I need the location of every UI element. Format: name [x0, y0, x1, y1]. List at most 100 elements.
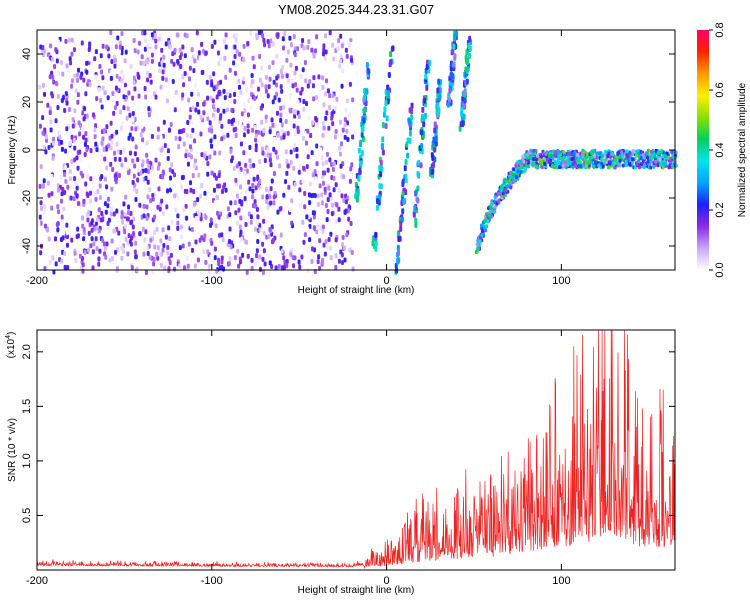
heatmap-cell	[321, 224, 325, 230]
heatmap-cell	[321, 180, 325, 186]
heatmap-cell	[62, 206, 66, 212]
heatmap-cell	[267, 34, 271, 40]
heatmap-cell	[206, 171, 210, 177]
heatmap-cell	[335, 96, 339, 102]
heatmap-cell	[449, 72, 453, 79]
heatmap-cell	[46, 180, 50, 186]
heatmap-cell	[136, 167, 140, 173]
heatmap-cell	[299, 74, 303, 80]
heatmap-cell	[264, 88, 268, 94]
heatmap-cell	[67, 107, 71, 113]
y-tick-label: 2.0	[21, 344, 33, 359]
heatmap-cell	[215, 268, 219, 274]
snr-series-line	[36, 329, 676, 570]
heatmap-cell	[219, 56, 223, 62]
heatmap-cell	[318, 183, 322, 189]
heatmap-cell	[331, 261, 335, 267]
heatmap-cell	[190, 91, 194, 97]
heatmap-cell	[326, 167, 330, 173]
heatmap-cell	[126, 216, 130, 222]
heatmap-cell	[51, 155, 55, 161]
heatmap-cell	[250, 79, 254, 85]
heatmap-cell	[265, 199, 269, 205]
heatmap-cell	[146, 70, 150, 76]
heatmap-cell	[334, 218, 338, 224]
heatmap-cell	[256, 129, 260, 135]
heatmap-cell	[60, 97, 64, 103]
heatmap-cell	[310, 246, 314, 252]
heatmap-cell	[258, 159, 262, 165]
heatmap-cell	[274, 149, 278, 155]
heatmap-cell	[311, 83, 315, 89]
heatmap-cell	[251, 127, 255, 133]
x-tick-label: -100	[201, 575, 223, 587]
heatmap-cell	[266, 152, 270, 158]
heatmap-cell	[89, 198, 93, 204]
heatmap-cell	[145, 245, 149, 251]
heatmap-cell	[237, 78, 241, 84]
heatmap-cell	[274, 265, 278, 271]
heatmap-cell	[294, 131, 298, 137]
snr-x-label: Height of straight line (km)	[298, 585, 415, 596]
heatmap-cell	[290, 78, 294, 84]
heatmap-cell	[331, 42, 335, 48]
heatmap-cell	[133, 249, 137, 255]
heatmap-cell	[113, 39, 117, 45]
heatmap-cell	[260, 82, 264, 88]
heatmap-cell	[189, 133, 193, 139]
x-tick-label: 100	[552, 275, 570, 287]
heatmap-cell	[349, 221, 353, 227]
heatmap-cell	[323, 251, 327, 257]
heatmap-cell	[178, 47, 182, 53]
heatmap-cell	[337, 258, 341, 264]
heatmap-cell	[113, 58, 117, 64]
heatmap-cell	[173, 107, 177, 113]
heatmap-cell	[196, 257, 200, 263]
heatmap-cell	[210, 170, 214, 176]
heatmap-cell	[157, 161, 161, 167]
heatmap-cell	[379, 171, 383, 178]
heatmap-cell	[514, 175, 518, 180]
heatmap-cell	[294, 109, 298, 115]
heatmap-cell	[646, 159, 650, 164]
heatmap-cell	[202, 110, 206, 116]
heatmap-cell	[271, 60, 275, 66]
heatmap-cell	[232, 60, 236, 66]
heatmap-cell	[298, 164, 302, 170]
heatmap-cell	[93, 190, 97, 196]
heatmap-cell	[209, 254, 213, 260]
heatmap-cell	[317, 193, 321, 199]
heatmap-cell	[104, 254, 108, 260]
heatmap-cell	[46, 227, 50, 233]
heatmap-cell	[308, 146, 312, 152]
heatmap-cell	[577, 163, 581, 168]
heatmap-cell	[292, 33, 296, 39]
heatmap-cell	[432, 161, 436, 168]
heatmap-cell	[110, 139, 114, 145]
heatmap-cell	[306, 154, 310, 160]
heatmap-cell	[222, 184, 226, 190]
heatmap-cell	[478, 239, 482, 244]
heatmap-cell	[314, 48, 318, 54]
heatmap-cell	[350, 57, 354, 63]
heatmap-cell	[275, 110, 279, 116]
heatmap-cell	[321, 120, 325, 126]
heatmap-cell	[255, 206, 259, 212]
heatmap-cell	[99, 53, 103, 59]
heatmap-cell	[301, 38, 305, 44]
heatmap-cell	[113, 156, 117, 162]
heatmap-cell	[178, 136, 182, 142]
heatmap-cell	[180, 175, 184, 181]
heatmap-cell	[126, 106, 130, 112]
snr-y-multiplier-close: )	[6, 332, 17, 335]
x-tick-label: 0	[384, 575, 390, 587]
heatmap-cell	[334, 237, 338, 243]
heatmap-cell	[90, 236, 94, 242]
heatmap-cell	[311, 192, 315, 198]
heatmap-cell	[52, 136, 56, 142]
heatmap-cell	[101, 75, 105, 81]
heatmap-cell	[343, 134, 347, 140]
heatmap-cell	[645, 151, 649, 156]
heatmap-cell	[93, 134, 97, 140]
heatmap-cell	[203, 153, 207, 159]
